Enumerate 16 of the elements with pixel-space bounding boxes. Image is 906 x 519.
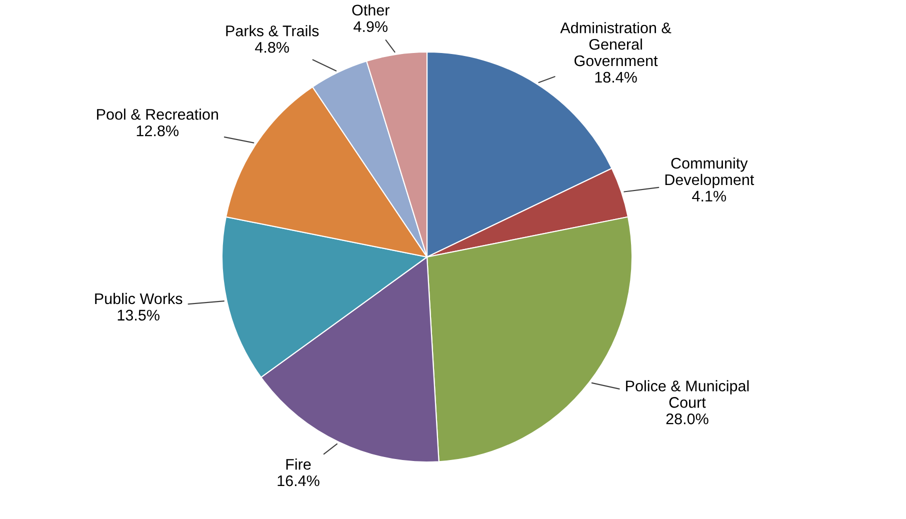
data-label: 4.1% — [692, 190, 726, 202]
data-label: 18.4% — [595, 72, 637, 83]
data-label: 16.4% — [278, 475, 320, 486]
data-label: 28.0% — [666, 413, 708, 424]
slice-label: Administration & General Government — [560, 22, 672, 66]
slice-label: Community Development — [665, 157, 754, 188]
slice-label: Other — [352, 4, 390, 16]
data-label: 13.5% — [118, 310, 160, 321]
slice-label: Fire — [286, 458, 311, 470]
data-label: 4.9% — [354, 21, 388, 32]
slice-label: Pool & Recreation — [97, 108, 218, 120]
data-label: 12.8% — [136, 125, 178, 136]
data-label: 4.8% — [255, 42, 289, 53]
slice-label: Parks & Trails — [226, 25, 319, 36]
slice-label: Police & Municipal Court — [626, 380, 749, 408]
slice-label: Public Works — [95, 292, 182, 304]
